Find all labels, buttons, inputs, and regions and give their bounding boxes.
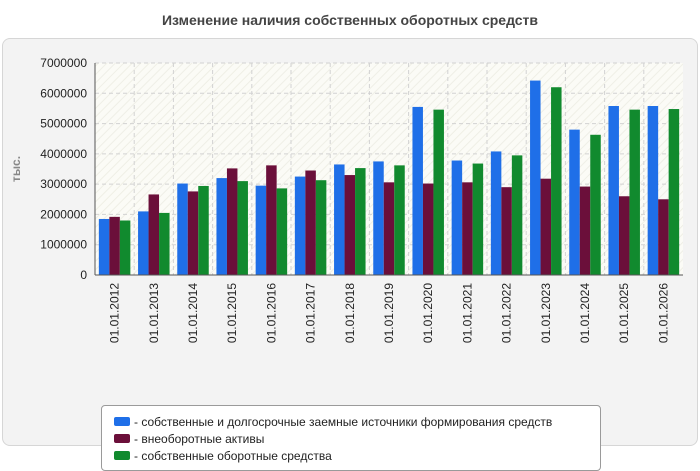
bar [198, 185, 209, 275]
x-tick-label: 01.01.2023 [539, 283, 553, 343]
y-tick-label: 1000000 [40, 238, 87, 252]
x-tick-label: 01.01.2015 [225, 283, 239, 343]
bar [658, 199, 669, 275]
bar [255, 185, 267, 275]
legend-swatch-noncurrent-assets [114, 434, 130, 444]
legend-swatch-sources [114, 417, 130, 427]
bar [569, 129, 580, 275]
bar [119, 220, 131, 275]
y-tick-label: 3000000 [40, 177, 87, 191]
bar [590, 134, 601, 275]
x-tick-label: 01.01.2026 [656, 283, 670, 343]
bar [383, 182, 395, 275]
legend-dash: - [134, 449, 142, 463]
bar [451, 160, 463, 275]
y-tick-label: 7000000 [40, 56, 87, 70]
bars [98, 80, 680, 276]
bar [530, 80, 541, 275]
chart-plot: 0 1000000 2000000 3000000 4000000 5000000 6000… [9, 56, 683, 343]
bar [394, 165, 405, 275]
bar [294, 176, 306, 275]
bar [237, 181, 248, 275]
y-tick-label: 0 [80, 268, 87, 282]
legend-swatch-working-capital [114, 451, 130, 461]
bar [315, 180, 327, 275]
legend-label-noncurrent-assets: внеоборотные активы [141, 432, 265, 446]
legend-label-working-capital: собственные оборотные средства [141, 449, 332, 463]
legend-item-sources: - собственные и долгосрочные заемные ист… [114, 414, 600, 431]
x-tick-label: 01.01.2012 [108, 283, 122, 343]
bar [98, 218, 110, 275]
bar [472, 163, 484, 275]
bar [334, 164, 345, 275]
bar [501, 187, 512, 275]
bar [344, 175, 356, 275]
bar [511, 155, 523, 275]
bar [355, 168, 366, 275]
bar [412, 106, 423, 276]
bar [266, 165, 277, 275]
x-tick-label: 01.01.2024 [578, 283, 592, 343]
legend-dash: - [134, 415, 142, 429]
axes: 0 1000000 2000000 3000000 4000000 5000000 6000… [40, 56, 683, 343]
bar [579, 186, 591, 275]
bar [608, 106, 619, 276]
x-tick-label: 01.01.2020 [421, 283, 435, 343]
bar [629, 109, 640, 275]
x-tick-label: 01.01.2022 [500, 283, 514, 343]
x-tick-label: 01.01.2013 [147, 283, 161, 343]
legend-label-sources: собственные и долгосрочные заемные источ… [141, 415, 553, 429]
chart-panel: 0 1000000 2000000 3000000 4000000 5000000 6000… [2, 38, 698, 471]
x-tick-label: 01.01.2025 [617, 283, 631, 343]
bar [618, 196, 630, 275]
bar [187, 191, 199, 275]
bar [540, 178, 552, 275]
bar [373, 161, 384, 275]
y-tick-label: 6000000 [40, 86, 87, 100]
x-tick-label: 01.01.2021 [460, 283, 474, 343]
x-tick-label: 01.01.2018 [343, 283, 357, 343]
y-tick-label: 4000000 [40, 147, 87, 161]
bar [433, 109, 444, 275]
bar [177, 183, 188, 275]
bar [422, 183, 434, 275]
x-tick-label: 01.01.2014 [186, 283, 200, 343]
x-tick-label: 01.01.2016 [264, 283, 278, 343]
legend-item-noncurrent-assets: - внеоборотные активы [114, 431, 600, 448]
chart-title: Изменение наличия собственных оборотных … [161, 12, 539, 28]
bar [305, 170, 316, 275]
bar [462, 182, 473, 275]
x-tick-label: 01.01.2017 [304, 283, 318, 343]
bar [138, 211, 149, 275]
bar [668, 109, 680, 275]
x-tick-label: 01.01.2019 [382, 283, 396, 343]
bar [159, 212, 170, 275]
bar [551, 87, 562, 275]
legend-dash: - [134, 432, 142, 446]
bar [226, 168, 238, 275]
bar [647, 106, 659, 276]
bar [276, 188, 288, 275]
bar [216, 178, 227, 275]
legend-item-working-capital: - собственные оборотные средства [114, 448, 600, 465]
bar [490, 151, 502, 275]
y-tick-label: 2000000 [40, 207, 87, 221]
y-axis-label: тыс. [9, 156, 23, 182]
y-tick-label: 5000000 [40, 117, 87, 131]
bar [148, 194, 160, 275]
bar [109, 216, 120, 275]
legend: - собственные и долгосрочные заемные ист… [101, 405, 601, 471]
